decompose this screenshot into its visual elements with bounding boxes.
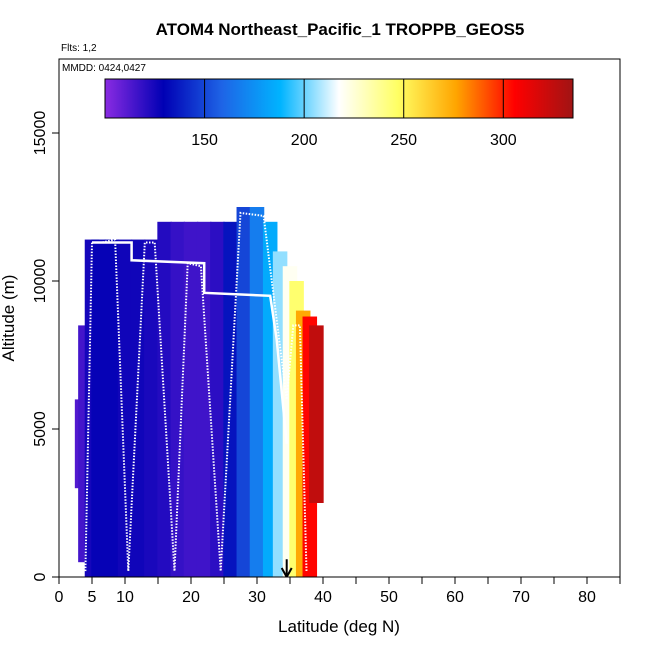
y-tick-label: 0 bbox=[32, 572, 49, 581]
heatmap-cell bbox=[144, 239, 159, 577]
chart-title: ATOM4 Northeast_Pacific_1 TROPPB_GEOS5 bbox=[156, 20, 525, 39]
heatmap-cell bbox=[236, 207, 252, 577]
x-tick-label: 50 bbox=[380, 589, 398, 606]
x-tick-label: 80 bbox=[578, 589, 596, 606]
x-axis: 0 5 10 20 30 40 50 60 70 80 bbox=[55, 577, 621, 606]
x-tick-label: 60 bbox=[446, 589, 464, 606]
cruise-track-line bbox=[92, 241, 288, 444]
y-tick-label: 10000 bbox=[32, 259, 49, 304]
x-tick-label: 30 bbox=[248, 589, 266, 606]
y-tick-label: 5000 bbox=[32, 411, 49, 447]
colorbar-tick-label: 250 bbox=[390, 132, 417, 149]
x-tick-label: 0 bbox=[55, 589, 64, 606]
colorbar-tick-label: 300 bbox=[490, 132, 517, 149]
heatmap-cell bbox=[183, 221, 199, 577]
x-tick-label: 5 bbox=[88, 589, 97, 606]
x-tick-label: 40 bbox=[314, 589, 332, 606]
heatmap-cell bbox=[91, 239, 106, 577]
y-axis-label: Altitude (m) bbox=[0, 275, 18, 362]
x-tick-label: 10 bbox=[116, 589, 134, 606]
x-tick-label: 20 bbox=[182, 589, 200, 606]
colorbar: 150 200 250 300 bbox=[104, 78, 574, 149]
flight-track-layer bbox=[84, 211, 308, 577]
heatmap-cell bbox=[170, 221, 186, 577]
colorbar-bar bbox=[104, 78, 574, 119]
colorbar-tick-label: 150 bbox=[191, 132, 218, 149]
heatmap-cell bbox=[104, 239, 120, 577]
y-axis: 0 5000 10000 15000 bbox=[32, 111, 59, 581]
heatmap-cell bbox=[130, 239, 146, 577]
heatmap-cell bbox=[309, 325, 324, 503]
arrow-marker-head bbox=[280, 567, 293, 577]
date-note: MMDD: 0424,0427 bbox=[62, 63, 146, 74]
flights-note: Flts: 1,2 bbox=[61, 43, 97, 54]
x-tick-label: 70 bbox=[512, 589, 530, 606]
heatmap-cell bbox=[117, 239, 133, 577]
heatmap-cell bbox=[210, 221, 225, 577]
y-tick-label: 15000 bbox=[32, 111, 49, 156]
colorbar-tick-label: 200 bbox=[291, 132, 318, 149]
heatmap-cell bbox=[196, 221, 212, 577]
x-axis-label: Latitude (deg N) bbox=[278, 617, 400, 636]
plot-frame bbox=[58, 58, 621, 578]
heatmap-cell bbox=[249, 207, 265, 577]
